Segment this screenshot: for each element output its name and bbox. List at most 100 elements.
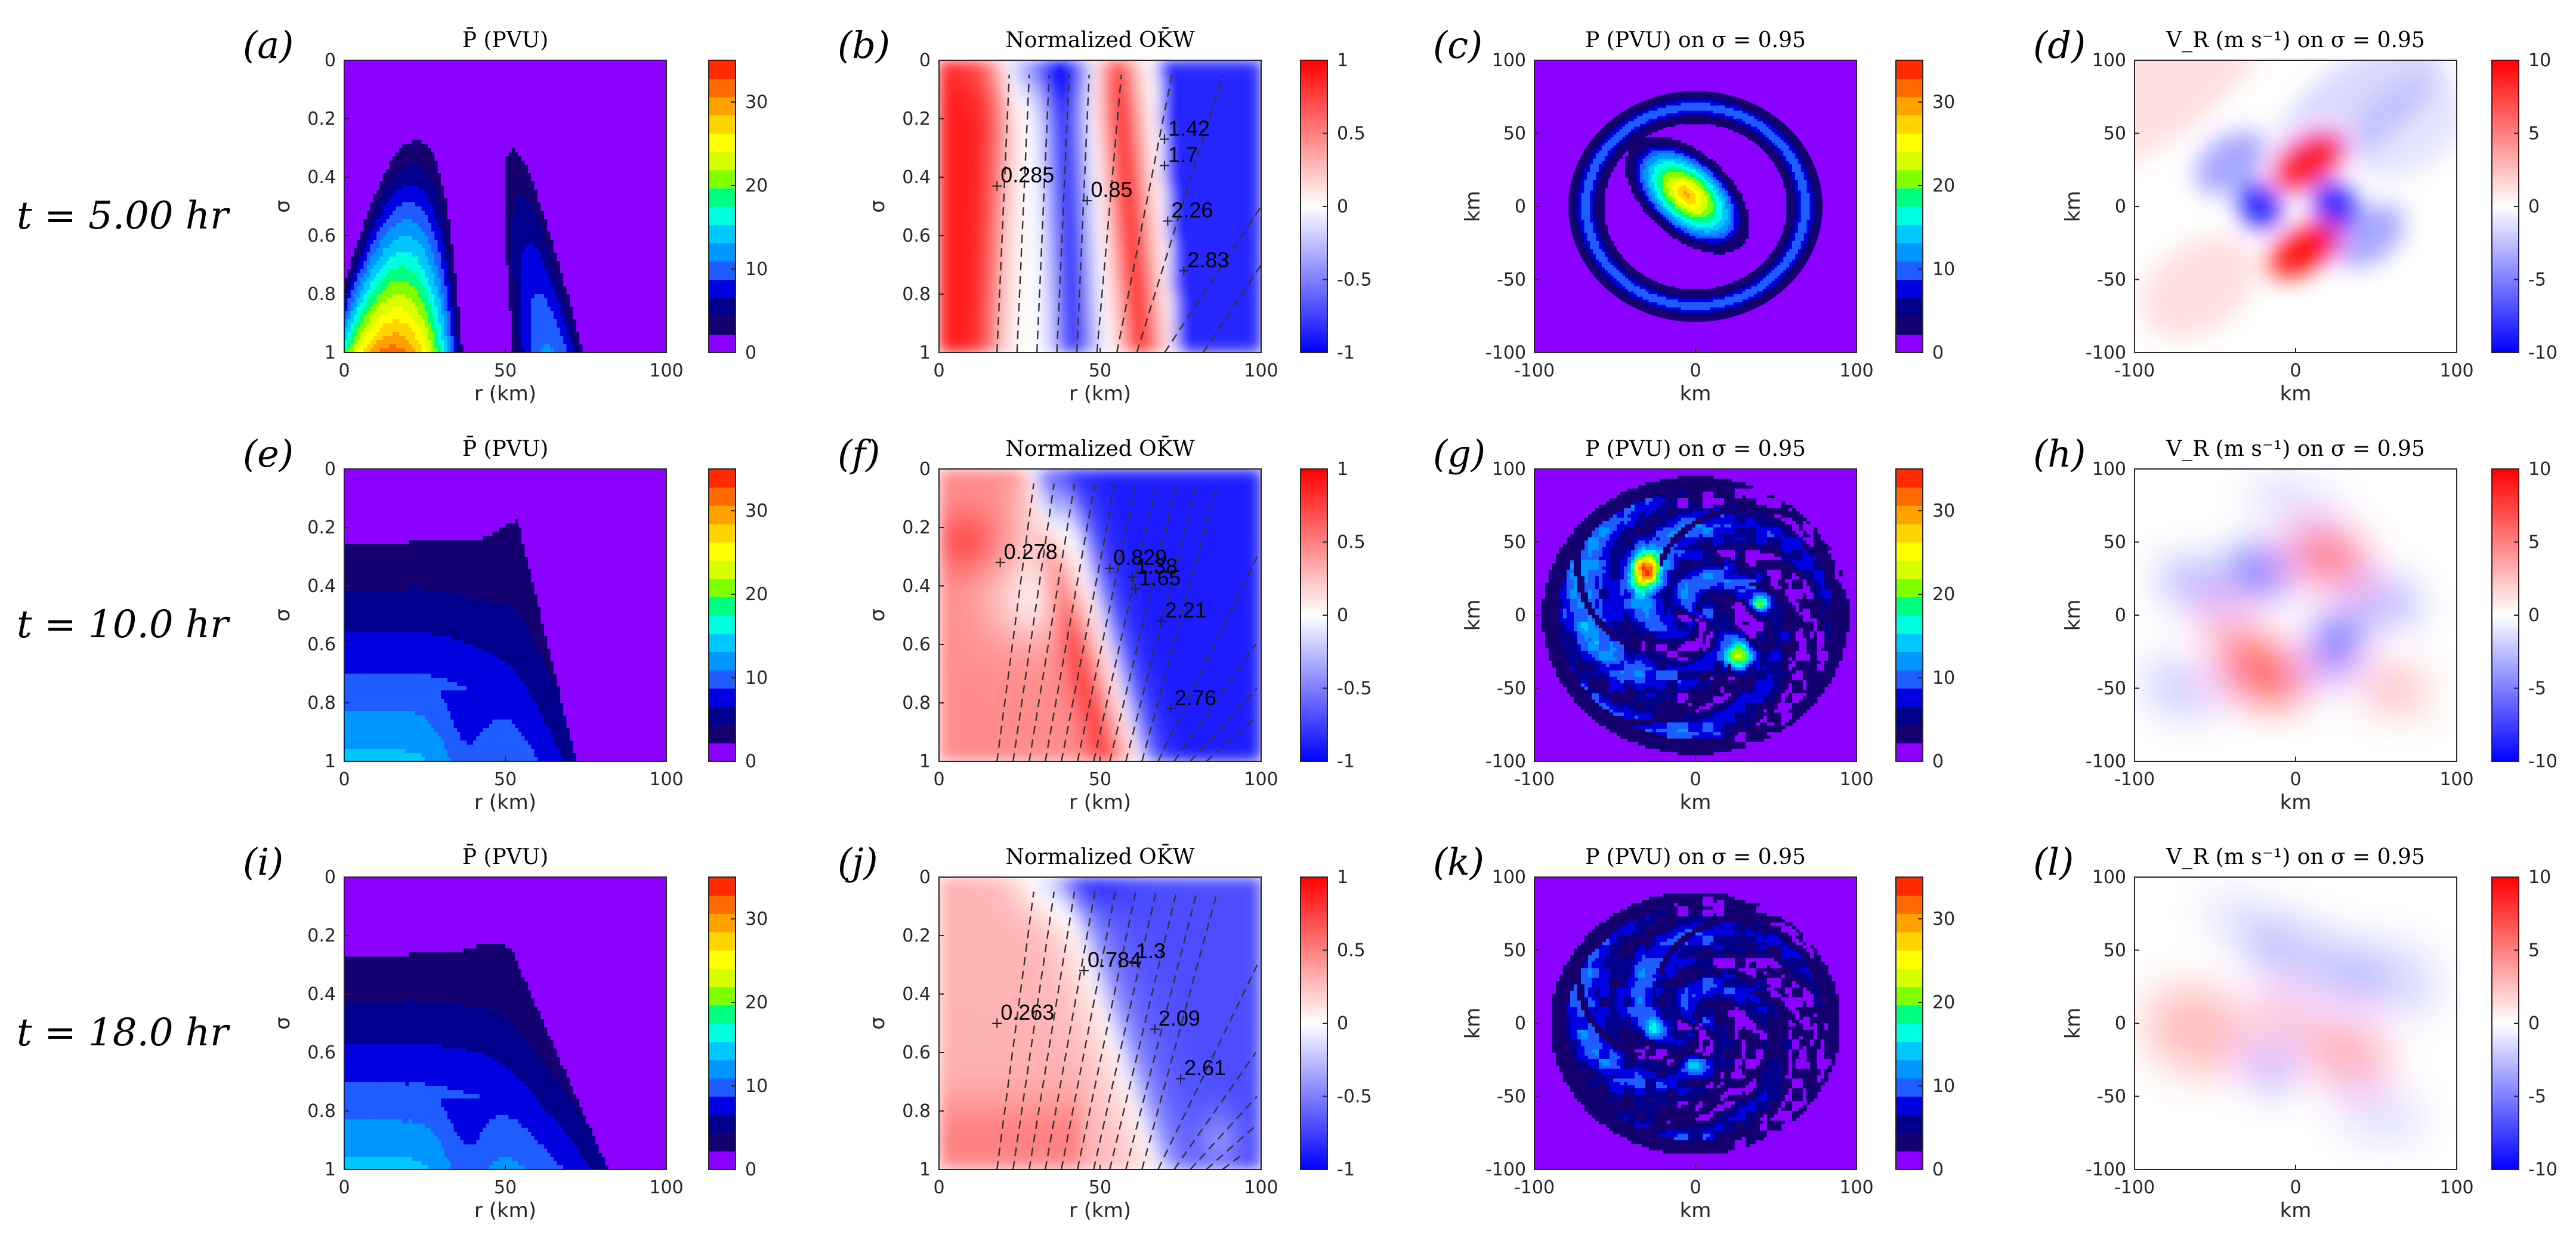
pbar-cell [640, 119, 644, 124]
pbar-cell [447, 232, 451, 236]
pbar-cell [347, 81, 351, 86]
pbar-cell [360, 106, 364, 111]
pbar-cell [505, 64, 509, 69]
pbar-cell [505, 77, 509, 82]
pbar-cell [505, 223, 509, 228]
pbar-cell [360, 211, 364, 215]
pbar-cell [534, 140, 538, 144]
pbar-cell [473, 127, 477, 132]
pbar-cell [409, 152, 412, 157]
pbar-cell [344, 261, 348, 266]
pbar-cell [534, 85, 538, 90]
pbar-cell [563, 181, 567, 186]
pbar-cell [631, 265, 635, 270]
pbar-cell [524, 64, 529, 69]
pbar-cell [370, 194, 374, 199]
pbar-cell [563, 127, 567, 132]
pbar-cell [393, 94, 396, 98]
pbar-cell [453, 202, 458, 207]
pbar-cell [650, 169, 654, 174]
pbar-cell [538, 156, 541, 161]
pbar-cell [598, 73, 603, 78]
pbar-cell [437, 244, 441, 249]
pbar-cell [457, 173, 461, 178]
pbar-cell [402, 119, 406, 124]
pbar-cell [628, 236, 632, 240]
pbar-cell [350, 244, 354, 249]
pbar-cell [421, 257, 425, 261]
pbar-cell [373, 73, 377, 78]
pbar-cell [470, 89, 474, 94]
pbar-cell [573, 77, 577, 82]
pbar-cell [499, 261, 503, 266]
pbar-cell [640, 77, 644, 82]
pbar-cell [421, 98, 425, 103]
pbar-cell [595, 148, 600, 153]
pbar-cell [611, 227, 616, 232]
pbar-cell [409, 248, 412, 253]
pbar-cell [495, 206, 499, 211]
pbar-cell [527, 261, 532, 266]
pbar-cell [489, 161, 493, 165]
pbar-cell [441, 77, 444, 82]
pbar-cell [557, 252, 561, 257]
pbar-cell [557, 110, 561, 115]
pbar-cell [508, 144, 512, 149]
pbar-cell [489, 110, 493, 115]
pbar-cell [624, 89, 628, 94]
pbar-cell [405, 265, 409, 270]
pbar-cell [573, 227, 577, 232]
pbar-cell [560, 219, 564, 224]
pbar-cell [470, 77, 474, 82]
pbar-cell [476, 173, 480, 178]
pbar-cell [592, 119, 596, 124]
pbar-cell [476, 202, 480, 207]
pbar-cell [640, 227, 644, 232]
pbar-cell [463, 81, 467, 86]
pbar-cell [515, 177, 519, 182]
pbar-cell [505, 261, 509, 266]
pbar-cell [518, 227, 522, 232]
pbar-cell [602, 186, 606, 190]
pbar-cell [576, 156, 580, 161]
pbar-cell [460, 257, 464, 261]
pbar-cell [502, 248, 506, 253]
pbar-cell [508, 190, 512, 195]
pbar-cell [366, 89, 370, 94]
pbar-cell [653, 194, 657, 199]
pbar-cell [611, 252, 616, 257]
pbar-cell [483, 173, 487, 178]
pbar-cell [576, 265, 580, 270]
pbar-cell [570, 102, 573, 107]
pbar-cell [511, 144, 515, 149]
pbar-cell [631, 94, 635, 98]
pbar-cell [579, 215, 583, 220]
pbar-cell [476, 236, 480, 240]
pbar-cell [412, 94, 416, 98]
pbar-cell [618, 236, 622, 240]
pbar-cell [412, 161, 416, 165]
pbar-cell [614, 202, 619, 207]
pbar-cell [412, 144, 416, 149]
pbar-cell [450, 223, 455, 228]
pbar-cell [425, 77, 428, 82]
pbar-cell [540, 119, 545, 124]
pbar-cell [611, 140, 616, 144]
pbar-cell [483, 69, 487, 73]
pbar-cell [605, 98, 609, 103]
pbar-cell [586, 261, 589, 266]
pbar-cell [441, 106, 444, 111]
pbar-cell [628, 119, 632, 124]
pbar-cell [637, 69, 641, 73]
pbar-cell [386, 89, 390, 94]
pbar-cell [418, 236, 422, 240]
pbar-cell [373, 77, 377, 82]
pbar-cell [476, 240, 480, 245]
pbar-cell [444, 206, 448, 211]
pbar-cell [644, 206, 648, 211]
pbar-cell [479, 131, 483, 136]
pbar-cell [647, 169, 651, 174]
pbar-cell [586, 161, 589, 165]
pbar-cell [350, 115, 354, 119]
